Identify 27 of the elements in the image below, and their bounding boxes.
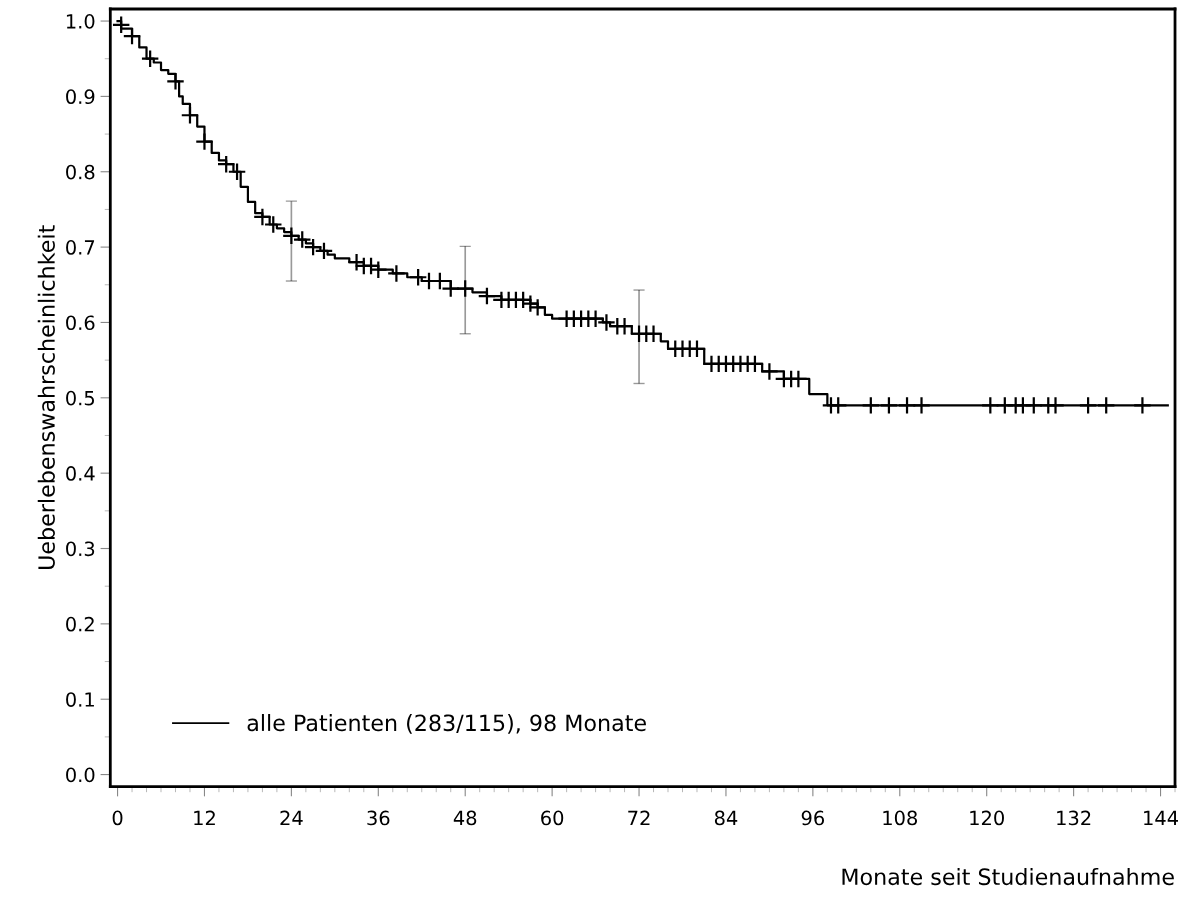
y-tick-label: 0.4	[66, 466, 95, 481]
y-tick-label: 0.1	[66, 692, 94, 707]
y-tick-label: 0.2	[66, 616, 94, 632]
legend-label: alle Patienten (283/115), 98 Monate	[247, 714, 646, 734]
x-tick-label: 24	[280, 810, 303, 826]
x-tick-label: 48	[453, 810, 477, 826]
y-tick-label: 0.0	[66, 767, 95, 783]
x-tick-label: 72	[628, 810, 650, 826]
y-axis-title: Ueberlebenswahrscheinlichkeit	[37, 225, 55, 569]
x-axis-title: Monate seit Studienaufnahme	[842, 867, 1174, 886]
x-tick-label: 12	[194, 810, 215, 826]
x-tick-label: 120	[970, 810, 1004, 826]
y-tick-label: 0.8	[66, 164, 95, 180]
x-tick-label: 108	[883, 810, 918, 826]
y-tick-label: 0.9	[66, 89, 95, 105]
y-tick-label: 0.6	[66, 315, 95, 331]
y-tick-label: 0.7	[66, 240, 95, 255]
x-tick-label: 84	[714, 810, 738, 826]
x-tick-label: 36	[367, 810, 390, 826]
x-tick-label: 96	[801, 810, 825, 826]
x-tick-label: 132	[1057, 810, 1091, 826]
x-tick-label: 0	[112, 810, 123, 826]
x-tick-label: 144	[1144, 810, 1178, 826]
y-tick-label: 1.0	[66, 14, 95, 29]
x-tick-label: 60	[541, 810, 564, 826]
y-tick-label: 0.3	[66, 541, 95, 557]
y-tick-label: 0.5	[66, 390, 95, 406]
